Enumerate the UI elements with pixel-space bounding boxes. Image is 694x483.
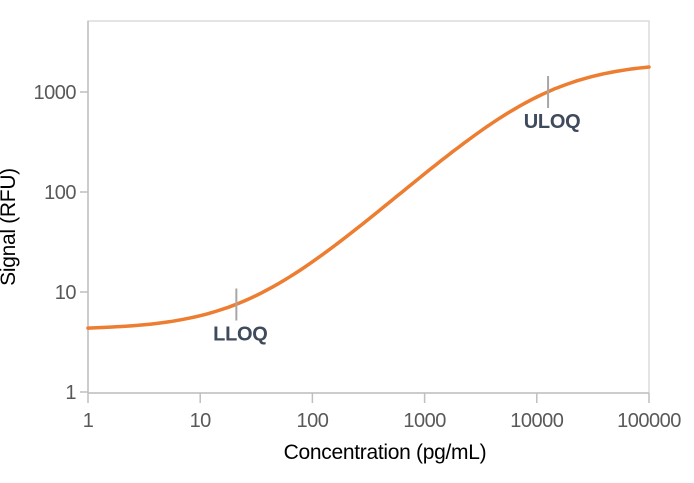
y-tick-label: 1 <box>65 382 76 404</box>
x-tick-label: 1000 <box>403 410 446 432</box>
annotations: LLOQ ULOQ <box>213 76 581 345</box>
y-tick-label: 1000 <box>34 82 77 104</box>
y-tick-label: 10 <box>55 282 77 304</box>
plot-border <box>87 20 650 394</box>
y-axis-ticks: 1 10 100 1000 <box>34 82 88 404</box>
x-axis-ticks: 1 10 100 1000 10000 100000 <box>83 393 682 432</box>
y-tick-label: 100 <box>44 182 76 204</box>
x-tick-label: 100 <box>296 410 328 432</box>
x-axis-title: Concentration (pg/mL) <box>284 441 487 464</box>
x-tick-label: 100000 <box>617 410 681 432</box>
annotation-label-uloq: ULOQ <box>524 111 581 133</box>
x-tick-label: 1 <box>83 410 94 432</box>
x-tick-label: 10000 <box>510 410 563 432</box>
annotation-label-lloq: LLOQ <box>213 323 267 345</box>
x-tick-label: 10 <box>190 410 212 432</box>
y-axis-title: Signal (RFU) <box>0 168 20 286</box>
dose-response-curve <box>86 65 651 330</box>
